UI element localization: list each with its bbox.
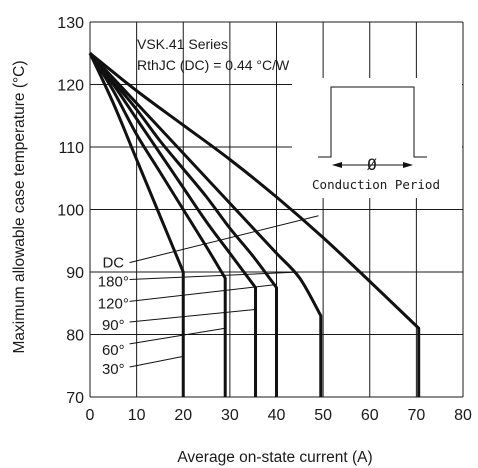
x-tick-label: 70 (407, 407, 425, 424)
series-label: 90° (102, 317, 125, 334)
series-label: 30° (102, 361, 125, 378)
series-line (88, 52, 278, 397)
leader-line (129, 309, 256, 323)
y-tick-label: 120 (57, 78, 84, 95)
inset-arrow-right (403, 162, 413, 168)
y-tick-label: 90 (66, 265, 84, 282)
y-tick-label: 80 (66, 328, 84, 345)
leader-line (129, 215, 319, 264)
x-axis-title: Average on-state current (A) (177, 449, 372, 466)
curves (88, 52, 421, 397)
inset-arrow-left (332, 162, 342, 168)
inset-label: Conduction Period (312, 177, 440, 192)
x-tick-label: 40 (268, 407, 286, 424)
annotation: VSK.41 Series RthJC (DC) = 0.44 °C/W (137, 36, 290, 73)
inset-waveform (318, 86, 427, 158)
series-line (88, 52, 323, 397)
y-tick-label: 110 (58, 140, 84, 157)
x-tick-label: 30 (221, 407, 239, 424)
series-label: 60° (102, 342, 125, 359)
curve-labels: 30° 60° 90° 120° 180°DC (98, 255, 129, 378)
conduction-inset: Ø Conduction Period (292, 78, 462, 198)
x-tick-label: 20 (174, 407, 192, 424)
x-tick-label: 60 (361, 407, 379, 424)
annotation-line1: VSK.41 Series (137, 36, 228, 52)
x-tick-label: 0 (86, 407, 95, 424)
series-line (88, 52, 258, 397)
tick-labels: 0 10 20 30 40 50 60 70 80 70 80 90 100 110 120 130 (57, 15, 472, 424)
y-tick-label: 100 (57, 203, 84, 220)
leader-lines (129, 215, 319, 368)
x-tick-label: 50 (314, 407, 332, 424)
leader-line (129, 355, 184, 368)
inset-phi-symbol: Ø (367, 155, 377, 174)
leader-line (129, 271, 300, 280)
x-tick-label: 80 (454, 407, 472, 424)
y-tick-label: 130 (57, 15, 84, 32)
y-tick-label: 70 (66, 390, 84, 407)
leader-line (129, 327, 226, 345)
leader-line (129, 284, 277, 302)
annotation-line2: RthJC (DC) = 0.44 °C/W (137, 57, 290, 73)
inset-background (292, 78, 462, 198)
series-label: DC (102, 255, 124, 272)
y-axis-title: Maximum allowable case temperature (°C) (11, 60, 28, 353)
series-label: 180° (98, 273, 129, 290)
series-line (88, 52, 185, 397)
series-line (89, 52, 421, 397)
series-line (88, 52, 227, 397)
x-tick-label: 10 (128, 407, 146, 424)
series-label: 120° (98, 295, 129, 312)
